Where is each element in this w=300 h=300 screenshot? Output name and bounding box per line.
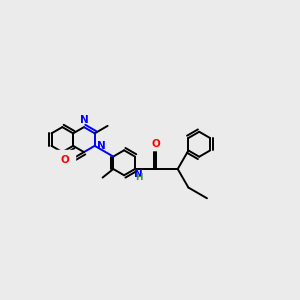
Text: O: O: [61, 155, 69, 165]
Text: N: N: [80, 115, 88, 125]
Text: N: N: [97, 141, 106, 152]
Text: N: N: [134, 169, 143, 179]
Text: H: H: [135, 173, 142, 182]
Text: O: O: [152, 139, 161, 149]
